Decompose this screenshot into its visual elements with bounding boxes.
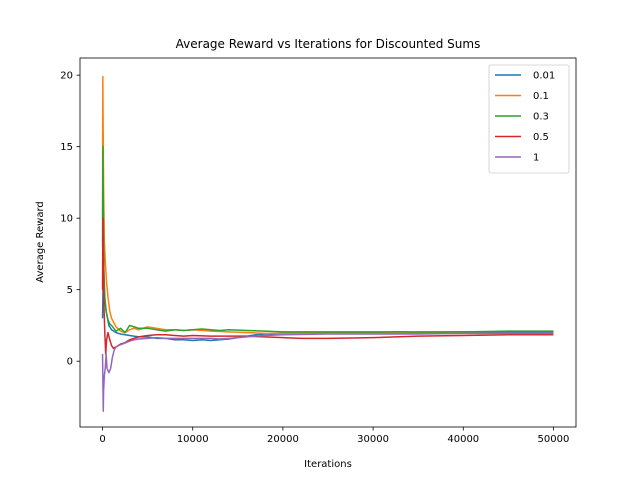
x-tick-label: 0 [99, 434, 105, 445]
legend-label: 0.1 [533, 91, 549, 102]
legend-box [488, 64, 570, 174]
legend-label: 0.01 [533, 71, 555, 82]
x-axis: 0 10000 20000 30000 40000 50000 [99, 427, 569, 445]
x-tick-label: 30000 [357, 434, 389, 445]
y-tick-label: 5 [67, 285, 73, 296]
x-axis-title: Iterations [304, 459, 352, 470]
legend-items: 0.01 0.1 0.3 0.5 1 [495, 71, 555, 164]
legend-label: 0.5 [533, 132, 549, 143]
x-tick-label: 40000 [447, 434, 479, 445]
y-axis-title: Average Reward [35, 201, 46, 282]
series-line-0.5 [101, 217, 554, 355]
series-line-0.3 [101, 145, 554, 334]
legend-label: 0.3 [533, 112, 549, 123]
y-axis: 0 5 10 15 20 [60, 71, 80, 368]
plot-frame [79, 57, 577, 428]
y-tick-label: 15 [60, 142, 73, 153]
chart-title: Average Reward vs Iterations for Discoun… [176, 37, 481, 51]
series-layer [101, 75, 554, 413]
series-line-1 [101, 332, 554, 413]
series-line-0.1 [101, 75, 554, 335]
legend: 0.01 0.1 0.3 0.5 1 [488, 64, 570, 174]
legend-label: 1 [533, 153, 539, 164]
y-tick-label: 10 [60, 214, 73, 225]
x-tick-label: 50000 [538, 434, 570, 445]
y-tick-label: 0 [67, 357, 73, 368]
y-tick-label: 20 [60, 71, 73, 82]
x-tick-label: 20000 [267, 434, 299, 445]
x-tick-label: 10000 [177, 434, 209, 445]
